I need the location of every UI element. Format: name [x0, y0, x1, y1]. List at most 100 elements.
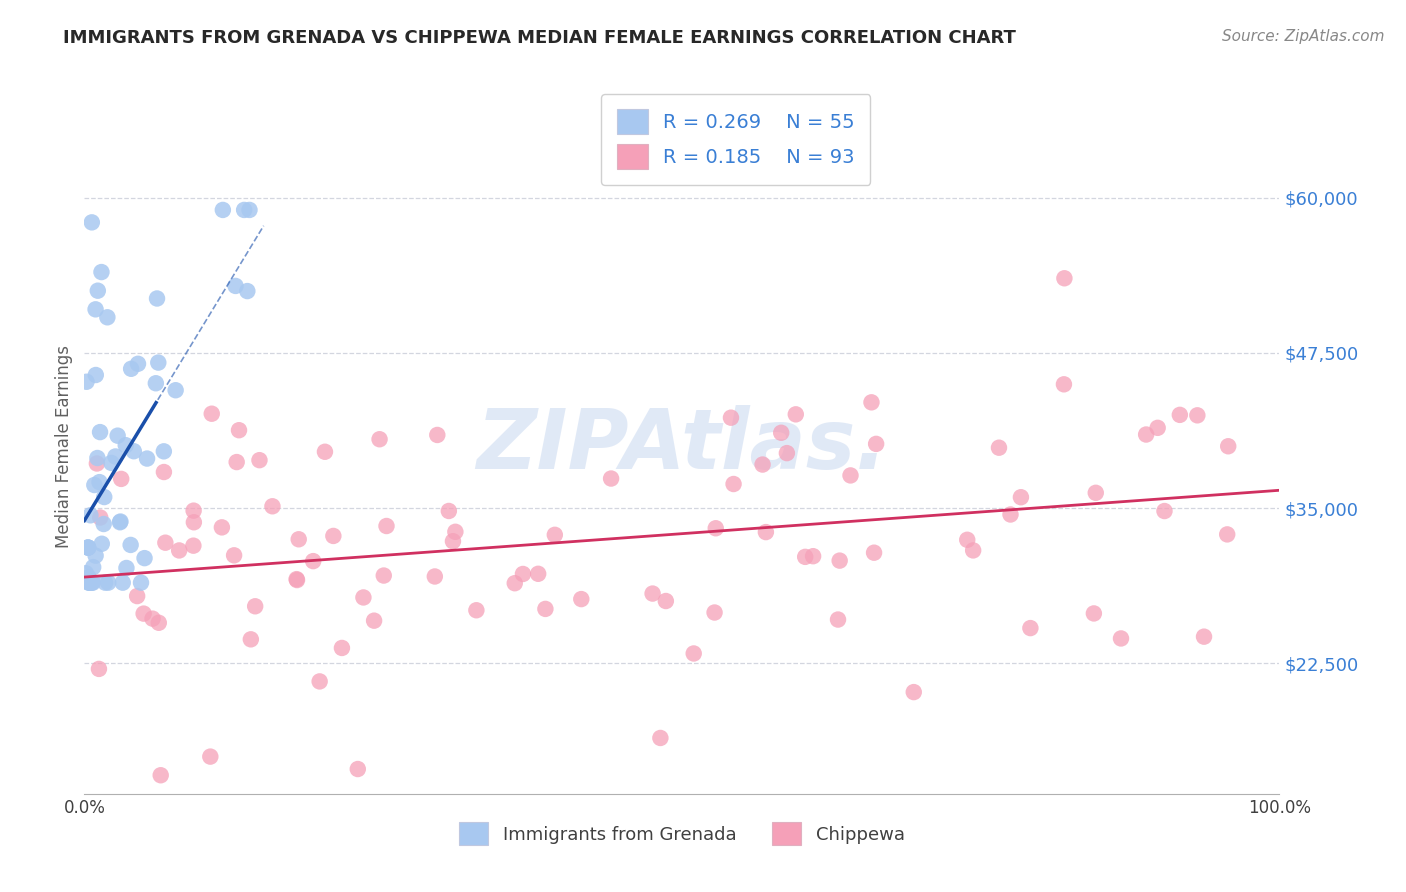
Point: [1218, 439, 1240, 453]
Point: [441, 534, 464, 549]
Point: [183, 539, 205, 553]
Point: [93, 490, 115, 504]
Point: [1010, 490, 1032, 504]
Point: [77, 570, 100, 584]
Point: [1168, 408, 1191, 422]
Point: [148, 615, 170, 630]
Point: [75, 566, 97, 581]
Point: [115, 561, 138, 575]
Point: [84, 549, 107, 563]
Point: [544, 528, 567, 542]
Legend: Immigrants from Grenada, Chippewa: Immigrants from Grenada, Chippewa: [450, 814, 914, 855]
Point: [183, 503, 205, 517]
Point: [89, 510, 111, 524]
Point: [77, 575, 100, 590]
Point: [86, 457, 108, 471]
Point: [512, 566, 534, 581]
Text: Source: ZipAtlas.com: Source: ZipAtlas.com: [1222, 29, 1385, 44]
Point: [201, 407, 224, 421]
Point: [720, 410, 742, 425]
Point: [1153, 504, 1175, 518]
Point: [83, 478, 105, 492]
Point: [165, 383, 187, 397]
Point: [569, 592, 592, 607]
Point: [148, 355, 170, 369]
Point: [90, 537, 112, 551]
Point: [183, 515, 205, 529]
Point: [155, 535, 177, 549]
Point: [655, 594, 678, 608]
Point: [84, 368, 107, 382]
Point: [703, 606, 725, 620]
Point: [82, 560, 104, 574]
Point: [89, 425, 111, 439]
Point: [503, 576, 526, 591]
Point: [437, 504, 460, 518]
Point: [127, 589, 149, 603]
Point: [104, 450, 127, 464]
Point: [129, 575, 152, 590]
Point: [110, 472, 132, 486]
Point: [89, 475, 111, 489]
Point: [903, 685, 925, 699]
Point: [79, 575, 101, 590]
Point: [146, 292, 169, 306]
Point: [1187, 409, 1209, 423]
Point: [86, 450, 108, 465]
Point: [641, 586, 664, 600]
Point: [77, 541, 100, 555]
Point: [87, 284, 110, 298]
Point: [77, 541, 100, 555]
Point: [142, 612, 165, 626]
Point: [82, 575, 104, 590]
Point: [1083, 607, 1105, 621]
Point: [107, 428, 129, 442]
Point: [534, 602, 557, 616]
Point: [87, 662, 110, 676]
Point: [96, 310, 118, 325]
Point: [93, 516, 115, 531]
Point: [1109, 632, 1132, 646]
Point: [444, 524, 467, 539]
Point: [236, 284, 259, 298]
Point: [200, 749, 222, 764]
Point: [228, 423, 250, 437]
Point: [988, 441, 1011, 455]
Point: [134, 551, 156, 566]
Point: [1019, 621, 1042, 635]
Point: [238, 202, 260, 217]
Point: [84, 302, 107, 317]
Point: [785, 408, 807, 422]
Y-axis label: Median Female Earnings: Median Female Earnings: [55, 344, 73, 548]
Point: [114, 438, 136, 452]
Point: [1000, 508, 1022, 522]
Point: [243, 599, 266, 614]
Point: [285, 572, 308, 586]
Point: [423, 569, 446, 583]
Point: [1192, 630, 1215, 644]
Point: [225, 279, 247, 293]
Point: [136, 451, 159, 466]
Point: [108, 516, 131, 530]
Point: [120, 538, 142, 552]
Point: [145, 376, 167, 391]
Point: [249, 453, 271, 467]
Point: [1146, 421, 1168, 435]
Point: [225, 455, 247, 469]
Point: [723, 477, 745, 491]
Point: [153, 444, 176, 458]
Point: [94, 575, 117, 590]
Point: [682, 647, 704, 661]
Point: [127, 357, 149, 371]
Point: [153, 465, 176, 479]
Point: [211, 520, 233, 534]
Point: [79, 508, 101, 523]
Point: [776, 446, 799, 460]
Point: [80, 575, 103, 590]
Point: [79, 575, 101, 590]
Point: [167, 543, 190, 558]
Point: [527, 566, 550, 581]
Point: [97, 575, 120, 590]
Point: [794, 549, 817, 564]
Point: [100, 456, 122, 470]
